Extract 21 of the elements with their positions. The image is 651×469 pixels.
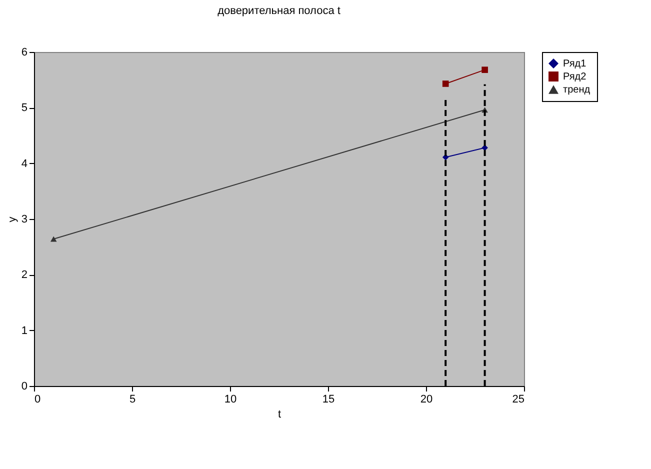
x-tick-label: 10 [224, 394, 237, 406]
x-tick-label: 0 [34, 394, 41, 406]
point [482, 66, 488, 73]
y-tick-label: 5 [21, 102, 28, 114]
x-tick-label: 15 [322, 394, 335, 406]
x-tick-label: 20 [420, 394, 433, 406]
y-tick-label: 6 [21, 46, 28, 58]
legend-label: Ряд1 [563, 58, 587, 70]
y-tick-label: 2 [21, 269, 28, 282]
legend-label: тренд [563, 84, 590, 96]
legend-label: Ряд2 [563, 72, 587, 82]
y-tick-label: 0 [21, 380, 28, 392]
x-tick-label: 25 [512, 394, 524, 406]
y-tick-label: 1 [21, 324, 28, 337]
y-tick-label: 4 [21, 158, 28, 170]
y-tick-label: 3 [21, 214, 28, 226]
point [442, 80, 449, 87]
y-axis-title: y [6, 216, 18, 222]
chart-title: доверительная полоса t [218, 5, 340, 17]
x-tick-label: 5 [129, 394, 136, 406]
x-axis-title: t [278, 408, 282, 420]
